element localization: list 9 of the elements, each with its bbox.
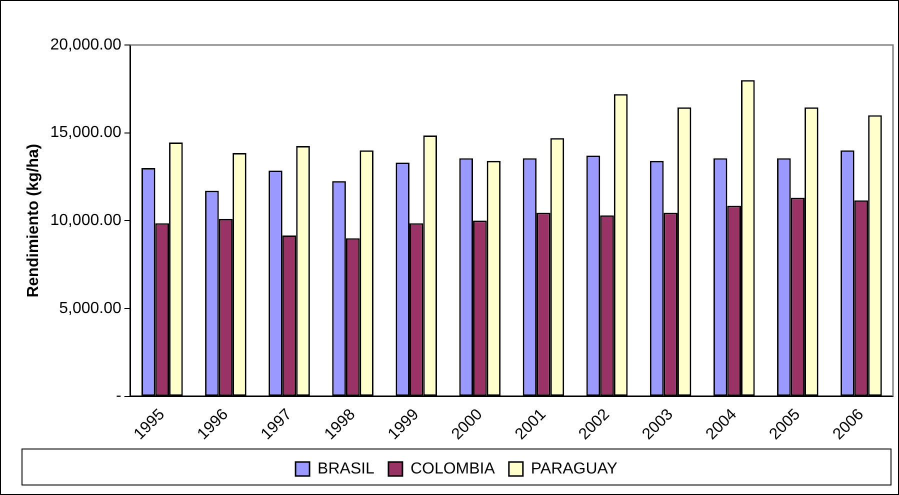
y-tick-label: 15,000.00	[50, 124, 122, 142]
y-axis-title: Rendimiento (kg/ha)	[25, 144, 42, 298]
legend-label: COLOMBIA	[410, 460, 496, 478]
y-tick-label: 5,000.00	[59, 300, 122, 317]
y-tick-label: 20,000.00	[50, 36, 122, 54]
y-tick-label: 10,000.00	[50, 212, 122, 230]
legend-label: BRASIL	[318, 460, 375, 478]
y-tick-label: -	[116, 388, 122, 405]
legend-label: PARAGUAY	[530, 460, 618, 478]
